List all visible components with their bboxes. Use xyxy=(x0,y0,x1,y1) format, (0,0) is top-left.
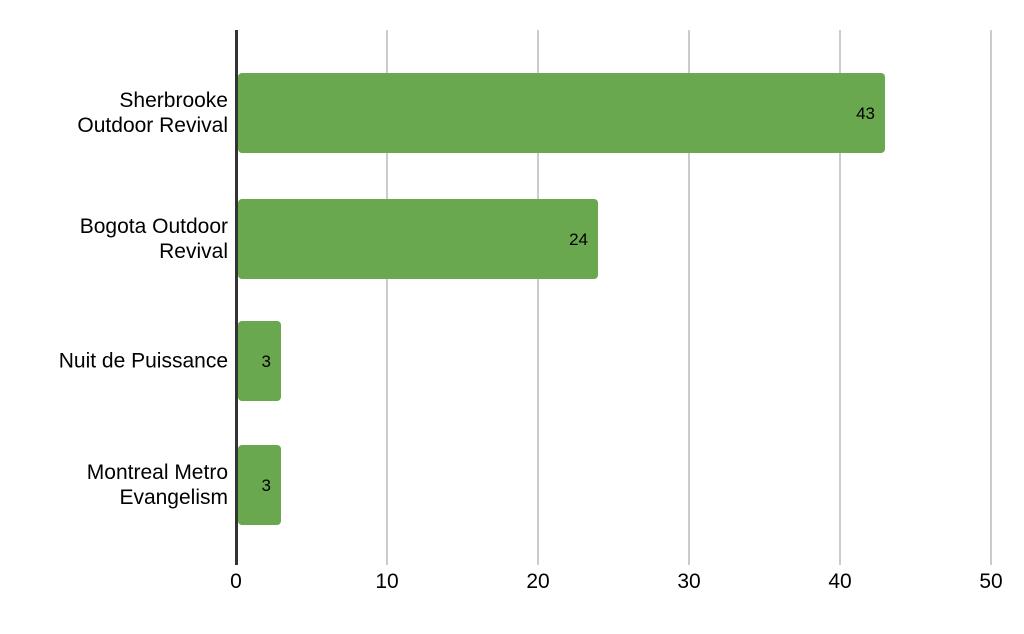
axis-baseline xyxy=(235,30,238,565)
x-tick-label: 10 xyxy=(375,570,399,593)
x-tick-label: 50 xyxy=(979,570,1003,593)
gridline xyxy=(537,30,539,565)
bar: 3 xyxy=(238,321,281,401)
x-tick-label: 0 xyxy=(230,570,242,593)
x-tick-label: 30 xyxy=(677,570,701,593)
category-label: Bogota Outdoor Revival xyxy=(79,215,228,263)
bar-value-label: 43 xyxy=(856,103,875,123)
category-label: Montreal Metro Evangelism xyxy=(86,461,228,509)
bar-value-label: 3 xyxy=(261,475,271,495)
bar: 3 xyxy=(238,445,281,525)
gridline xyxy=(386,30,388,565)
x-tick-label: 20 xyxy=(526,570,550,593)
category-label: Sherbrooke Outdoor Revival xyxy=(77,89,228,137)
gridline xyxy=(990,30,992,565)
bar: 24 xyxy=(238,199,598,279)
x-tick-label: 40 xyxy=(828,570,852,593)
bar-value-label: 3 xyxy=(261,351,271,371)
bar-value-label: 24 xyxy=(569,229,588,249)
bar: 43 xyxy=(238,73,885,153)
gridline xyxy=(688,30,690,565)
category-label: Nuit de Puissance xyxy=(58,349,228,373)
gridline xyxy=(839,30,841,565)
